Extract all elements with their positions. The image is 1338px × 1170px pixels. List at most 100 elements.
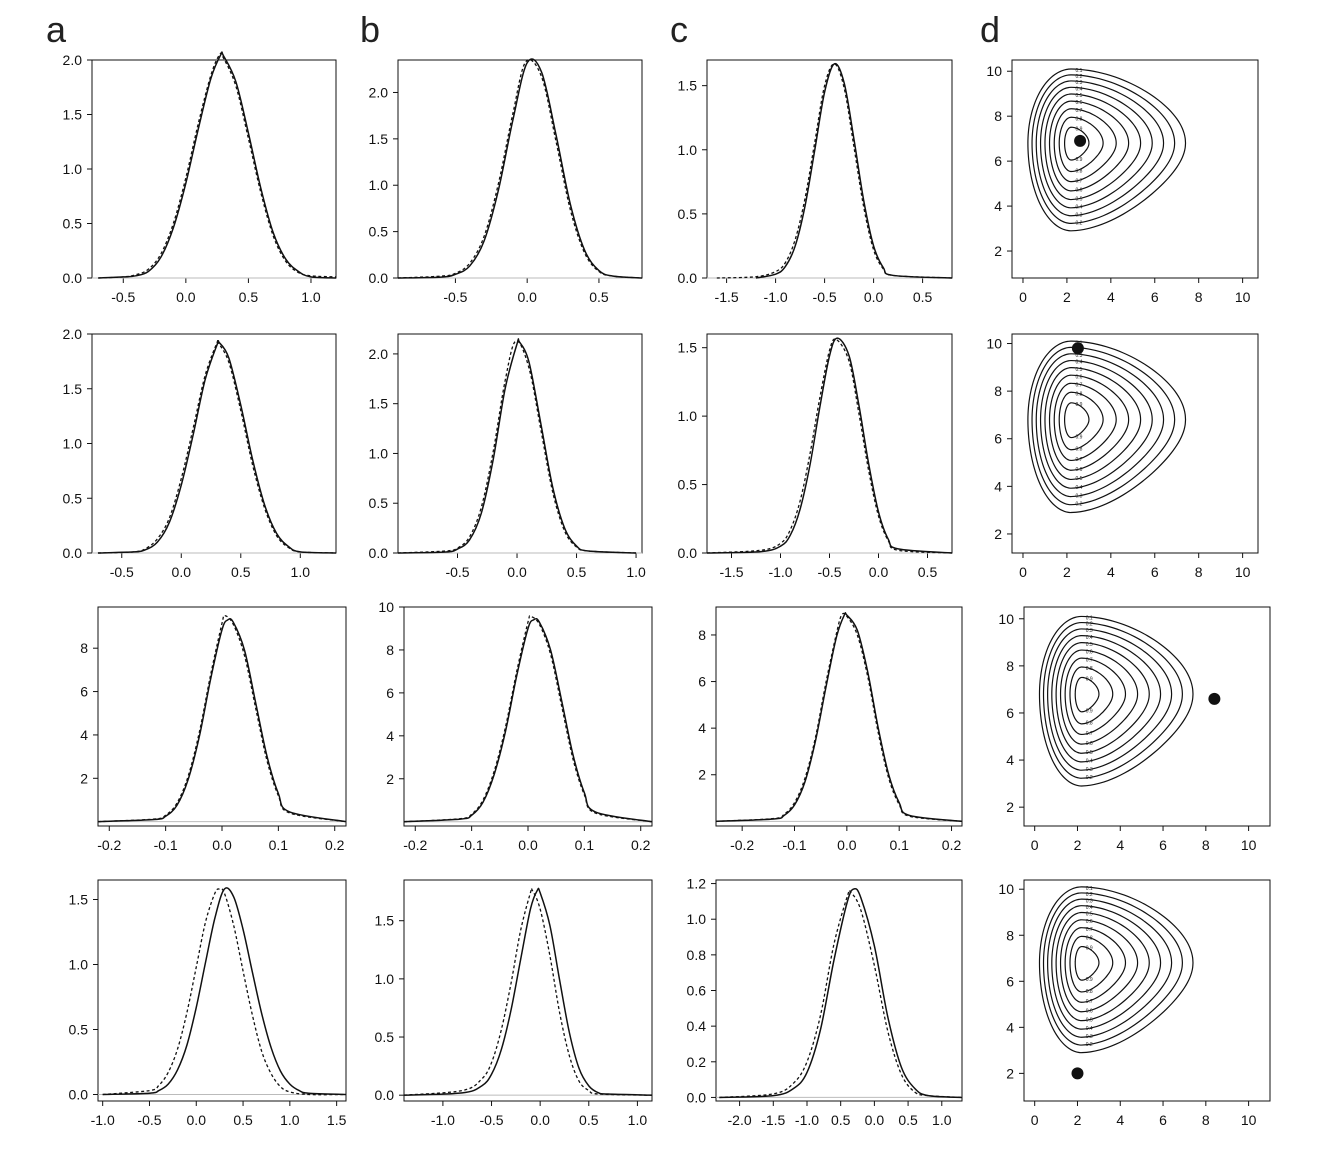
plot-frame [1023,879,1271,1102]
x-tick-label: 0.5 [918,564,938,580]
y-tick-label: 6 [80,684,88,700]
x-tick-label: 0.0 [212,837,232,853]
contour-line [1053,108,1117,183]
contour-level-label: 0.7 [1086,927,1093,933]
panel-letter-b: b [360,9,380,50]
x-tick-label: 0.5 [239,289,259,305]
x-tick-label: 1.0 [291,564,311,580]
contour-level-label: 0.3 [1076,80,1083,86]
contour-level-label: 0.7 [1086,657,1093,663]
contour-level-label: 0.3 [1086,898,1093,904]
contour-level-label: 0.8 [1076,116,1083,122]
density-curve-solid [755,62,953,279]
x-tick-label: 6 [1151,564,1159,580]
x-tick-label: -0.2 [730,837,754,853]
contour-level-label: 0.7 [1076,108,1083,114]
y-tick-label: 0.5 [63,216,83,232]
x-tick-label: 1.0 [626,564,646,580]
contour-level-label: 0.3 [1086,1034,1093,1040]
y-tick-label: 1.5 [369,396,389,412]
y-tick-label: 10 [998,881,1014,897]
y-tick-label: 1.0 [63,436,83,452]
plot-frame [715,879,963,1102]
data-point [1071,1067,1084,1080]
contour-level-label: 0.6 [1076,100,1083,106]
x-tick-label: 0.0 [869,564,889,580]
contour-line [1055,911,1150,1022]
plot-a-3: -0.2 -0.1 0.0 0.1 0.2 2 4 6 8 [80,606,347,853]
contour-level-label: 0.6 [1076,188,1083,194]
contour-level-label: 0.8 [1086,989,1093,995]
y-tick-label: 0.5 [678,206,698,222]
y-tick-label: 0.0 [687,1089,707,1105]
y-tick-label: 0.8 [687,947,707,963]
density-curve-solid [397,338,637,554]
density-curve-dashed [715,612,963,822]
contour-level-label: 0.5 [1086,1017,1093,1023]
y-tick-label: 0.5 [375,1029,395,1045]
x-tick-label: -0.5 [817,564,841,580]
y-tick-label: 6 [698,674,706,690]
y-tick-label: 0.2 [687,1054,707,1070]
x-tick-label: -0.5 [137,1112,161,1128]
x-tick-label: -0.5 [813,289,837,305]
contour-line [1044,367,1142,481]
density-curve-solid [397,58,643,279]
y-tick-label: 8 [994,383,1002,399]
y-tick-label: 1.5 [63,381,83,397]
contour-line [1038,886,1194,1054]
x-tick-label: 4 [1116,1112,1124,1128]
plot-frame [397,333,643,554]
plot-a-2: -0.5 0.0 0.5 1.0 0.0 0.5 1.0 1.5 2.0 [63,326,337,580]
plot-frame [97,606,347,827]
x-tick-label: 1.0 [628,1112,648,1128]
x-tick-label: -0.1 [460,837,484,853]
density-curve-solid [98,51,337,279]
x-tick-label: 8 [1202,1112,1210,1128]
contour-level-label: 0.3 [1086,767,1093,773]
y-tick-label: 4 [1006,752,1014,768]
plot-frame [1011,59,1259,279]
contour-line [1053,382,1117,462]
x-tick-label: 0.1 [889,837,909,853]
x-tick-label: 0.0 [837,837,857,853]
x-tick-label: -0.2 [97,837,121,853]
y-tick-label: 1.5 [678,340,698,356]
contour-level-label: 0.7 [1076,457,1083,463]
x-tick-label: -1.0 [768,564,792,580]
contour-level-label: 0.1 [1076,68,1083,74]
x-tick-label: 6 [1159,837,1167,853]
x-tick-label: 2 [1063,289,1071,305]
y-tick-label: 1.0 [63,161,83,177]
contour-level-label: 0.5 [1076,476,1083,482]
contour-line [1048,374,1130,471]
y-tick-label: 6 [1006,705,1014,721]
x-tick-label: -0.1 [782,837,806,853]
y-tick-label: 0.6 [687,983,707,999]
y-tick-label: 1.5 [678,78,698,94]
contour-line [1059,919,1139,1013]
plot-frame [706,333,953,554]
y-tick-label: 10 [986,336,1002,352]
contour-level-label: 0.8 [1086,721,1093,727]
y-tick-label: 8 [1006,658,1014,674]
y-tick-label: 8 [1006,927,1014,943]
x-tick-label: 0.1 [575,837,595,853]
x-tick-label: 0 [1031,837,1039,853]
plot-a-1: -0.5 0.0 0.5 1.0 0.0 0.5 1.0 1.5 2.0 [63,51,337,305]
y-tick-label: 0.0 [369,545,389,561]
x-tick-label: -0.1 [154,837,178,853]
x-tick-label: 0.5 [898,1112,918,1128]
contour-line [1035,80,1165,217]
plot-c-4: -2.0 -1.5 -1.0 0.5 0.0 0.5 1.0 0.0 0.2 0.4 0.6 0.8 1… [687,876,963,1128]
contour-line [1051,905,1162,1030]
contour-line [1038,615,1194,787]
y-tick-label: 1.5 [69,892,89,908]
contour-level-label: 0.5 [1076,93,1083,99]
x-tick-label: 0.5 [579,1112,599,1128]
density-curve-dashed [397,59,643,279]
x-tick-label: 0.0 [507,564,527,580]
